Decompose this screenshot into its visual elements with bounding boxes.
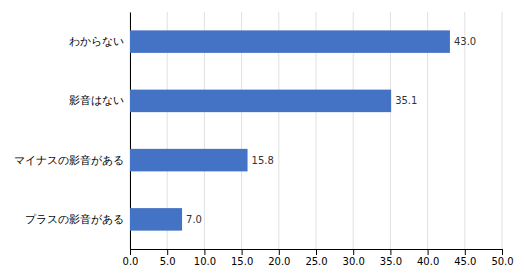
data-label: 43.0 — [454, 36, 476, 47]
y-tick: マイナスの影音がある — [14, 154, 130, 167]
plot: 0.0 5.0 10.0 15.0 20.0 25.0 30.0 35.0 40.0 45.0 50… — [14, 12, 514, 267]
y-tick: プラスの影音がある — [25, 213, 130, 226]
x-tick: 50.0 — [491, 249, 513, 267]
grid-line — [464, 12, 465, 249]
y-tick: わからない — [69, 35, 130, 48]
y-tick-label: 影音はない — [69, 94, 124, 107]
y-tick-label: マイナスの影音がある — [14, 154, 124, 167]
x-tick-label: 40.0 — [417, 256, 439, 267]
x-axis: 0.0 5.0 10.0 15.0 20.0 25.0 30.0 35.0 40.0 45.0 50… — [123, 249, 514, 267]
x-tick-mark — [167, 249, 168, 255]
bar — [130, 208, 182, 231]
x-axis-line — [131, 250, 503, 256]
x-tick-mark — [130, 249, 131, 255]
x-tick-mark — [465, 249, 466, 255]
x-tick: 20.0 — [268, 249, 290, 267]
y-tick-label: わからない — [69, 35, 124, 48]
x-tick-label: 15.0 — [231, 256, 253, 267]
x-tick-label: 50.0 — [491, 256, 513, 267]
x-tick-label: 20.0 — [268, 256, 290, 267]
bar — [130, 30, 450, 53]
data-label: 35.1 — [395, 95, 417, 106]
x-tick-mark — [204, 249, 205, 255]
x-tick: 5.0 — [160, 249, 176, 267]
bar — [130, 90, 391, 113]
data-label: 15.8 — [252, 155, 274, 166]
grid-line — [502, 12, 503, 249]
y-axis: プラスの影音がある マイナスの影音がある 影音はない わからない — [14, 13, 131, 250]
x-tick-mark — [279, 249, 280, 255]
bars — [130, 30, 450, 230]
x-tick: 15.0 — [231, 249, 253, 267]
x-tick: 35.0 — [380, 249, 402, 267]
x-tick-mark — [242, 249, 243, 255]
x-tick-mark — [390, 249, 391, 255]
x-tick-label: 0.0 — [123, 256, 139, 267]
x-tick-label: 10.0 — [194, 256, 216, 267]
x-tick-label: 35.0 — [380, 256, 402, 267]
x-tick: 25.0 — [305, 249, 327, 267]
x-tick-mark — [316, 249, 317, 255]
x-tick: 10.0 — [194, 249, 216, 267]
x-tick: 40.0 — [417, 249, 439, 267]
x-tick-label: 25.0 — [305, 256, 327, 267]
y-tick: 影音はない — [69, 94, 130, 107]
data-label: 7.0 — [186, 214, 202, 225]
x-tick-mark — [353, 249, 354, 255]
x-tick-mark — [428, 249, 429, 255]
x-tick: 45.0 — [454, 249, 476, 267]
x-tick-mark — [502, 249, 503, 255]
x-tick-label: 5.0 — [160, 256, 176, 267]
x-tick-label: 45.0 — [454, 256, 476, 267]
bar — [130, 149, 248, 172]
grid — [130, 12, 502, 249]
x-tick: 30.0 — [343, 249, 365, 267]
x-tick: 0.0 — [123, 249, 139, 267]
y-tick-label: プラスの影音がある — [25, 213, 124, 226]
data-labels: 7.0 15.8 35.1 43.0 — [186, 36, 476, 225]
chart: 0.0 5.0 10.0 15.0 20.0 25.0 30.0 35.0 40.0 45.0 50… — [0, 0, 524, 277]
x-tick-label: 30.0 — [343, 256, 365, 267]
